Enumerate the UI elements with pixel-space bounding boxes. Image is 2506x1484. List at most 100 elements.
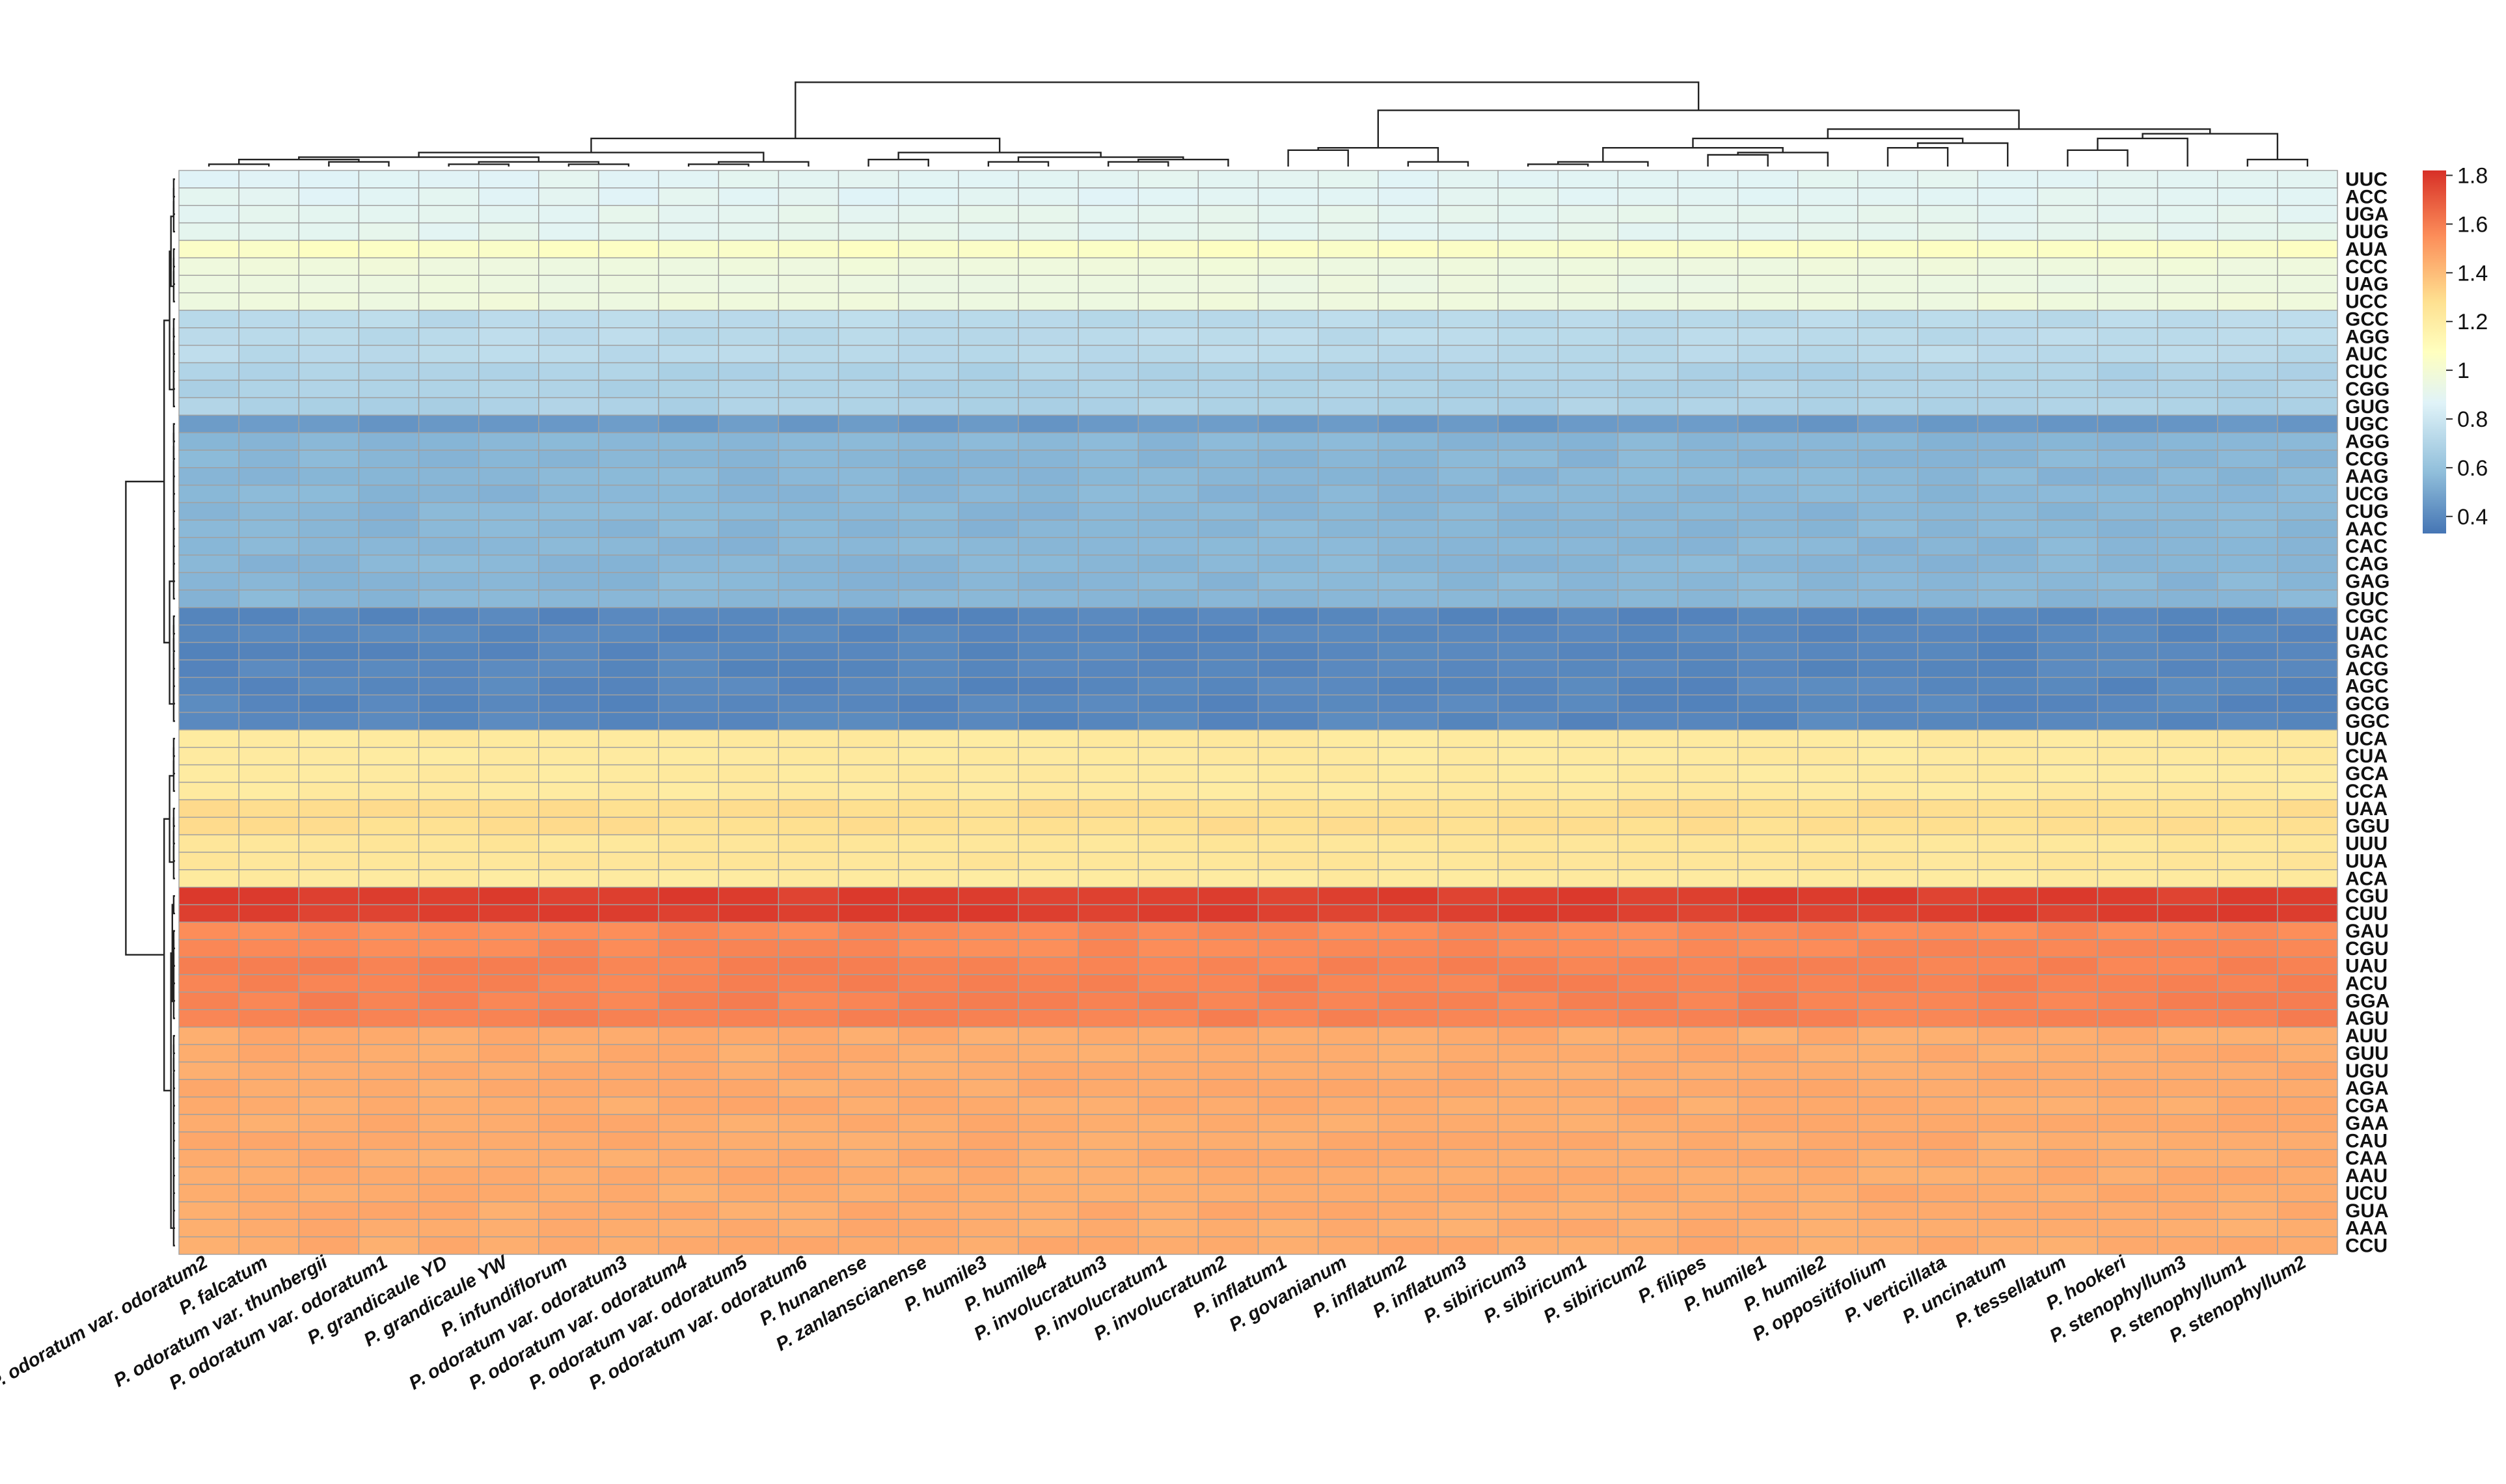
heatmap-cell — [658, 659, 719, 678]
heatmap-cell — [1617, 257, 1679, 276]
heatmap-cell — [838, 502, 899, 521]
heatmap-cell — [1497, 467, 1559, 486]
heatmap-cell — [238, 956, 299, 975]
heatmap-cell — [1317, 869, 1379, 888]
heatmap-cell — [718, 852, 780, 870]
heatmap-cell — [1797, 1079, 1859, 1098]
heatmap-cell — [1137, 641, 1199, 661]
heatmap-cell — [1497, 432, 1559, 451]
heatmap-cell — [538, 379, 599, 399]
heatmap-cell — [718, 379, 780, 399]
heatmap-cell — [718, 956, 780, 975]
heatmap-cell — [2217, 327, 2278, 346]
row-label: GCG — [2345, 694, 2390, 715]
heatmap-cell — [1317, 362, 1379, 381]
heatmap-cell — [358, 414, 420, 433]
heatmap-cell — [2037, 1096, 2099, 1115]
heatmap-cell — [1137, 467, 1199, 486]
heatmap-cell — [958, 869, 1019, 888]
heatmap-cell — [1378, 694, 1439, 713]
heatmap-cell — [658, 1183, 719, 1203]
heatmap-cell — [778, 1079, 839, 1098]
heatmap-cell — [897, 589, 959, 608]
heatmap-cell — [1797, 607, 1859, 626]
heatmap-cell — [178, 1236, 239, 1255]
heatmap-cell — [2097, 1183, 2159, 1203]
heatmap-cell — [1797, 467, 1859, 486]
heatmap-cell — [478, 659, 539, 678]
heatmap-cell — [958, 659, 1019, 678]
heatmap-cell — [778, 852, 839, 870]
heatmap-cell — [2277, 1201, 2338, 1220]
dendrogram-branch — [2067, 149, 2129, 167]
heatmap-cell — [658, 292, 719, 311]
heatmap-cell — [1557, 484, 1619, 504]
heatmap-cell — [1617, 659, 1679, 678]
heatmap-cell — [1197, 205, 1259, 224]
heatmap-cell — [1737, 921, 1799, 941]
heatmap-cell — [1917, 1149, 1978, 1168]
heatmap-cell — [1137, 834, 1199, 853]
heatmap-cell — [897, 502, 959, 521]
heatmap-cell — [1257, 904, 1319, 923]
heatmap-cell — [1317, 607, 1379, 626]
heatmap-cell — [838, 239, 899, 259]
heatmap-cell — [958, 187, 1019, 206]
heatmap-cell — [1797, 641, 1859, 661]
heatmap-cell — [1197, 345, 1259, 364]
heatmap-cell — [2217, 1044, 2278, 1063]
heatmap-cell — [1557, 572, 1619, 591]
heatmap-cell — [1497, 607, 1559, 626]
heatmap-cell — [1317, 712, 1379, 731]
heatmap-cell — [2097, 275, 2159, 293]
heatmap-cell — [1497, 1219, 1559, 1237]
heatmap-cell — [778, 345, 839, 364]
heatmap-cell — [718, 694, 780, 713]
heatmap-cell — [598, 1219, 659, 1237]
heatmap-cell — [1197, 816, 1259, 835]
heatmap-cell — [658, 467, 719, 486]
heatmap-cell — [1977, 1183, 2039, 1203]
heatmap-cell — [1378, 956, 1439, 975]
heatmap-cell — [598, 345, 659, 364]
heatmap-cell — [358, 554, 420, 573]
heatmap-cell — [1557, 939, 1619, 958]
heatmap-cell — [1917, 187, 1978, 206]
heatmap-cell — [418, 1026, 480, 1046]
heatmap-cell — [238, 1114, 299, 1133]
heatmap-cell — [958, 239, 1019, 259]
heatmap-cell — [598, 852, 659, 870]
heatmap-cell — [1197, 170, 1259, 189]
heatmap-cell — [2037, 869, 2099, 888]
heatmap-cell — [538, 1061, 599, 1080]
heatmap-cell — [2157, 729, 2218, 748]
heatmap-cell — [1437, 414, 1499, 433]
heatmap-cell — [538, 362, 599, 381]
heatmap-cell — [778, 1219, 839, 1237]
heatmap-cell — [1797, 1114, 1859, 1133]
heatmap-cell — [358, 781, 420, 801]
heatmap-cell — [1677, 450, 1739, 468]
heatmap-cell — [1317, 887, 1379, 906]
heatmap-cell — [358, 275, 420, 293]
heatmap-cell — [2217, 310, 2278, 329]
heatmap-cell — [1317, 659, 1379, 678]
heatmap-cell — [1917, 1061, 1978, 1080]
heatmap-cell — [418, 239, 480, 259]
heatmap-cell — [1737, 1236, 1799, 1255]
heatmap-cell — [2217, 275, 2278, 293]
heatmap-cell — [1437, 1079, 1499, 1098]
heatmap-cell — [178, 799, 239, 818]
heatmap-cell — [1497, 292, 1559, 311]
heatmap-cell — [778, 502, 839, 521]
heatmap-cell — [2217, 1201, 2278, 1220]
heatmap-cell — [658, 729, 719, 748]
heatmap-cell — [1078, 799, 1139, 818]
heatmap-cell — [1677, 519, 1739, 538]
heatmap-cell — [178, 747, 239, 766]
heatmap-cell — [1977, 345, 2039, 364]
heatmap-cell — [1018, 1079, 1079, 1098]
heatmap-cell — [178, 624, 239, 643]
heatmap-cell — [778, 1236, 839, 1255]
heatmap-cell — [1137, 729, 1199, 748]
